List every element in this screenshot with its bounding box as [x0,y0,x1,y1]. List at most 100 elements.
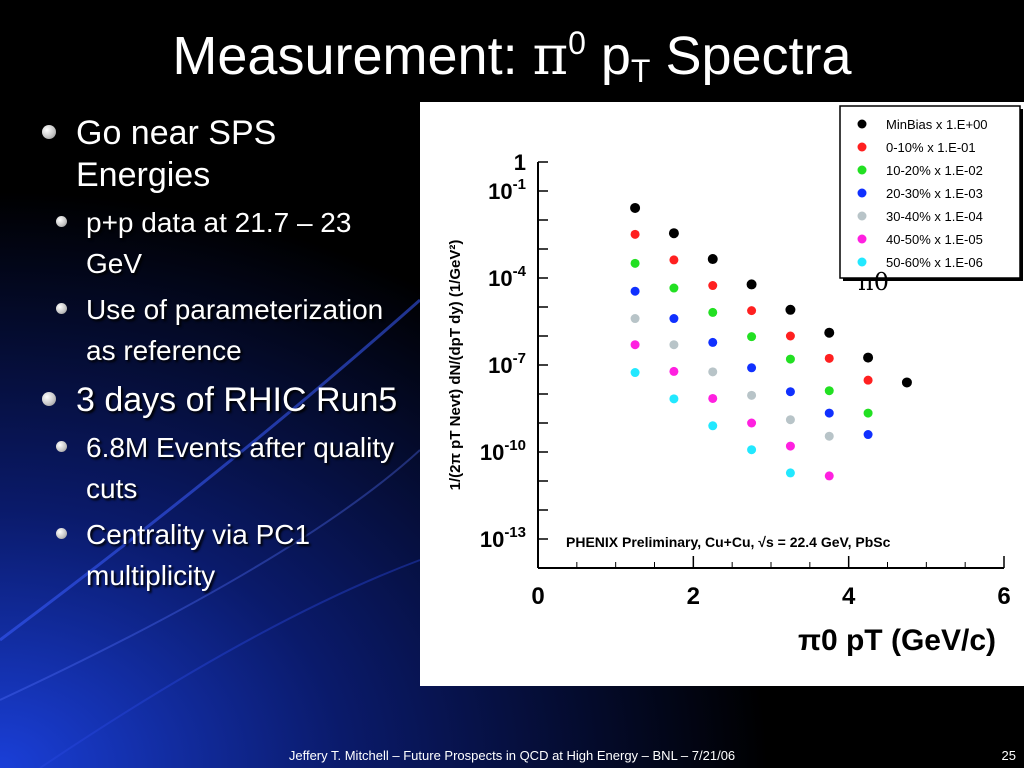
y-tick-label: 10-4 [488,263,526,291]
data-point [630,340,640,350]
legend-entry: 30-40% x 1.E-04 [886,209,983,224]
bullet-icon [42,125,56,139]
sub-bullet-item: Centrality via PC1 multiplicity [38,514,408,596]
title-suffix: Spectra [650,26,852,86]
legend-entry: 10-20% x 1.E-02 [886,163,983,178]
x-axis-label: π0 pT (GeV/c) [798,624,996,657]
data-point [785,304,796,315]
data-point [747,363,757,373]
data-point [669,394,679,404]
data-point [630,258,640,268]
data-point [630,229,640,239]
data-point [824,431,834,441]
x-tick-label: 6 [997,583,1010,610]
x-tick-label: 4 [842,583,856,610]
data-point [669,283,679,293]
sub-bullet-icon [56,441,67,452]
data-point [669,340,679,350]
data-point [668,228,679,239]
legend-marker [857,165,867,175]
sub-bullet-text: p+p data at 21.7 – 23 GeV [86,207,352,279]
sub-bullet-item: 6.8M Events after quality cuts [38,427,408,509]
data-point [785,354,795,364]
data-point [901,377,912,388]
bullet-item: 3 days of RHIC Run5 6.8M Events after qu… [38,379,408,596]
data-point [708,307,718,317]
sub-bullet-icon [56,216,67,227]
data-point [746,279,757,290]
y-axis-label: 1/(2π pT Nevt) dN/(dpT dy) (1/GeV²) [447,240,464,491]
y-tick-label: 10-10 [480,437,526,465]
data-point [708,367,718,377]
legend-marker [857,257,867,267]
data-point [785,415,795,425]
title-pi: π [532,24,569,87]
footer-text: Jeffery T. Mitchell – Future Prospects i… [288,748,736,763]
y-tick-label: 10-13 [480,524,526,552]
bullet-text: 3 days of RHIC Run5 [76,381,398,419]
data-point [669,314,679,324]
data-point [630,314,640,324]
data-point [824,386,834,396]
data-point [747,332,757,342]
data-point [708,393,718,403]
sub-bullet-item: Use of parameterization as reference [38,289,408,371]
data-point [824,353,834,363]
data-point [630,202,641,213]
data-point [708,421,718,431]
data-point [785,387,795,397]
sub-bullet-text: Centrality via PC1 multiplicity [86,519,311,591]
data-point [747,390,757,400]
plot-pi0-label: π0 [858,268,889,296]
bullet-list: Go near SPS Energies p+p data at 21.7 – … [38,112,408,604]
legend-marker [857,188,867,198]
bullet-text: Go near SPS Energies [76,114,277,194]
data-point [708,337,718,347]
data-point [747,445,757,455]
y-tick-label: 10-1 [488,176,526,204]
title-prefix: Measurement: [172,26,533,86]
data-point [824,327,835,338]
data-point [785,468,795,478]
data-point [863,375,873,385]
data-point [824,471,834,481]
legend-box [839,105,1021,279]
legend-marker [857,234,867,244]
data-point [863,430,873,440]
sub-bullet-item: p+p data at 21.7 – 23 GeV [38,202,408,284]
title-sub: T [630,53,651,89]
title-sup: 0 [568,25,586,61]
legend-entry: 40-50% x 1.E-05 [886,232,983,247]
bullet-item: Go near SPS Energies p+p data at 21.7 – … [38,112,408,371]
plot-annotation: PHENIX Preliminary, Cu+Cu, √s = 22.4 GeV… [566,534,891,550]
title-p: p [585,26,631,86]
chart-panel: 0 2 4 6 1 10-1 10-4 10-7 10-10 10-13 1/(2π pT Nevt… [420,102,1024,686]
x-tick-label: 2 [687,583,700,610]
data-point [707,254,718,265]
data-point [785,331,795,341]
sub-bullet-text: 6.8M Events after quality cuts [86,432,395,504]
legend-entry: MinBias x 1.E+00 [886,117,988,132]
spectra-chart: 0 2 4 6 110-1 10-4 10-7 10-10 10-13 1/(2π pT Nevt… [447,105,1023,657]
data-point [669,255,679,265]
data-point [747,306,757,316]
y-tick-label: 10-7 [488,350,526,378]
legend-entry: 20-30% x 1.E-03 [886,186,983,201]
sub-bullet-text: Use of parameterization as reference [86,294,384,366]
data-point [630,286,640,296]
sub-bullet-icon [56,528,67,539]
x-tick-label: 0 [531,583,544,610]
data-point [630,368,640,378]
data-point [785,441,795,451]
legend-marker [857,119,867,129]
data-point [863,408,873,418]
data-point [747,418,757,428]
legend-marker [857,211,867,221]
y-tick-label: 1 [514,150,526,175]
bullet-icon [42,392,56,406]
data-point [669,366,679,376]
data-point [824,408,834,418]
legend-marker [857,142,867,152]
legend-entry: 50-60% x 1.E-06 [886,255,983,270]
legend-entry: 0-10% x 1.E-01 [886,140,976,155]
